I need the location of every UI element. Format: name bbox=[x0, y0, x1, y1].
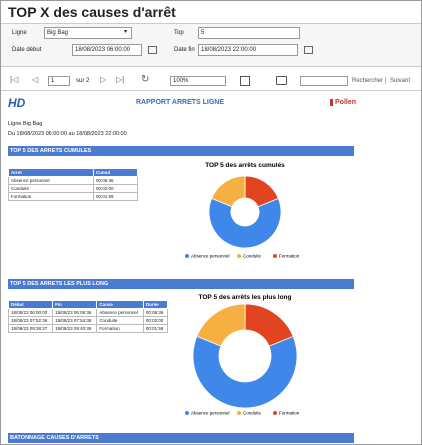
legend-label: Absence personnel bbox=[191, 411, 230, 416]
table-row: 18/08/23 07:52:36 18/08/23 07:54:36 Condui… bbox=[7, 316, 169, 325]
column-header: Cumul bbox=[93, 168, 138, 177]
legend-marker bbox=[237, 411, 241, 415]
legend-label: Formation bbox=[279, 254, 300, 259]
label: Ligne bbox=[12, 30, 27, 36]
table-row: 18/08/23 09:38:37 18/08/23 09:40:36 Format… bbox=[7, 324, 169, 333]
label: Date début bbox=[12, 47, 42, 53]
table-cell: Conduite bbox=[8, 184, 94, 193]
refresh-button[interactable]: ↻ bbox=[141, 74, 150, 85]
table-cell: 18/08/23 09:38:37 bbox=[7, 324, 54, 333]
legend-marker bbox=[185, 254, 189, 258]
report-period: Du 18/08/2023 06:00:00 au 18/08/2023 22:… bbox=[8, 131, 127, 137]
table-cell: 00:01:59 bbox=[142, 324, 169, 333]
table-row: Formation 00:01:59 bbox=[8, 192, 138, 201]
header-row: Début Fin Cause Durée bbox=[7, 300, 169, 309]
section-header: BATONNAGE CAUSES D'ARRETS bbox=[8, 433, 354, 443]
table-cell: 18/08/23 07:52:36 bbox=[7, 316, 54, 325]
report-title: RAPPORT ARRETS LIGNE bbox=[136, 99, 225, 106]
find-link[interactable]: Rechercher bbox=[352, 78, 384, 84]
label: Top bbox=[174, 30, 184, 36]
table-cell: 18/08/23 09:40:36 bbox=[52, 324, 98, 333]
save-button[interactable] bbox=[240, 76, 250, 86]
calendar-button[interactable] bbox=[148, 46, 157, 54]
section-header: TOP 5 DES ARRETS LES PLUS LONG bbox=[8, 279, 354, 289]
data-table: Début Fin Cause Durée 18/08/23 06:00:00 18/08… bbox=[7, 300, 169, 333]
separator: | bbox=[385, 78, 387, 84]
column-header: Arret bbox=[8, 168, 94, 177]
column-header: Début bbox=[7, 300, 54, 309]
previous-page-button[interactable]: ◁ bbox=[32, 75, 39, 84]
legend-marker bbox=[185, 411, 189, 415]
donut-slice bbox=[244, 303, 294, 347]
table-cell: Formation bbox=[8, 192, 94, 201]
table-cell: 18/08/23 06:06:36 bbox=[52, 308, 98, 317]
table-cell: Absence personnel bbox=[8, 176, 94, 185]
table-row: Conduite 00:02:00 bbox=[8, 184, 138, 193]
legend-marker bbox=[273, 411, 277, 415]
table-cell: 18/08/23 06:00:00 bbox=[7, 308, 54, 317]
table-cell: Absence personnel bbox=[96, 308, 144, 317]
legend-label: Absence personnel bbox=[191, 254, 230, 259]
input-date-fin[interactable]: 18/08/2023 22:00:00 bbox=[198, 44, 298, 56]
logo-right: Pollen bbox=[330, 99, 356, 106]
table-cell: 00:06:36 bbox=[93, 176, 138, 185]
next-page-button[interactable]: ▷ bbox=[100, 75, 107, 84]
table-cell: 18/08/23 07:54:36 bbox=[52, 316, 98, 325]
table-cell: 00:02:00 bbox=[142, 316, 169, 325]
column-header: Durée bbox=[142, 300, 169, 309]
label: Date fin bbox=[174, 47, 195, 53]
next-link[interactable]: Suivant bbox=[390, 78, 411, 84]
legend-label: Conduite bbox=[243, 254, 262, 259]
legend-marker bbox=[237, 254, 241, 258]
table-cell: Formation bbox=[96, 324, 144, 333]
page-total: sur 2 bbox=[76, 78, 90, 84]
donut-slice bbox=[192, 335, 298, 409]
select-ligne[interactable]: Big Bag bbox=[44, 27, 132, 39]
page-input[interactable]: 1 bbox=[48, 76, 70, 86]
search-input[interactable] bbox=[300, 76, 348, 86]
print-button[interactable] bbox=[276, 76, 287, 85]
table-row: 18/08/23 06:00:00 18/08/23 06:06:36 Absenc… bbox=[7, 308, 169, 317]
input-date-debut[interactable]: 18/08/2023 06:00:00 bbox=[72, 44, 142, 56]
window-title: TOP X des causes d'arrêt bbox=[8, 4, 176, 20]
dropdown-arrow: ▾ bbox=[124, 29, 128, 35]
report-line: Ligne Big Bag bbox=[8, 121, 43, 127]
header-row: Arret Cumul bbox=[8, 168, 138, 177]
legend-label: Formation bbox=[279, 411, 300, 416]
last-page-button[interactable]: ▷| bbox=[116, 75, 125, 84]
chart-title: TOP 5 des arrêts cumulés bbox=[205, 162, 285, 169]
data-table: Arret Cumul Absence personnel 00:06:36 Condu… bbox=[8, 168, 138, 201]
zoom-select[interactable]: 100% bbox=[170, 76, 226, 86]
donut-slice bbox=[244, 175, 279, 208]
table-row: Absence personnel 00:06:36 bbox=[8, 176, 138, 185]
donut-slice bbox=[208, 197, 282, 249]
logo-left: HD bbox=[8, 96, 26, 110]
legend-label: Conduite bbox=[243, 411, 262, 416]
section-header: TOP 5 DES ARRETS CUMULES bbox=[8, 146, 354, 156]
first-page-button[interactable]: |◁ bbox=[10, 75, 19, 84]
table-cell: 00:01:59 bbox=[93, 192, 138, 201]
toolbar bbox=[1, 70, 421, 91]
column-header: Fin bbox=[52, 300, 98, 309]
table-cell: 00:02:00 bbox=[93, 184, 138, 193]
column-header: Cause bbox=[96, 300, 144, 309]
input-top[interactable]: 5 bbox=[198, 27, 300, 39]
calendar-button[interactable] bbox=[304, 46, 313, 54]
legend-marker bbox=[273, 254, 277, 258]
chart-title: TOP 5 des arrêts les plus long bbox=[199, 294, 292, 301]
table-cell: 00:06:36 bbox=[142, 308, 169, 317]
table-cell: Conduite bbox=[96, 316, 144, 325]
